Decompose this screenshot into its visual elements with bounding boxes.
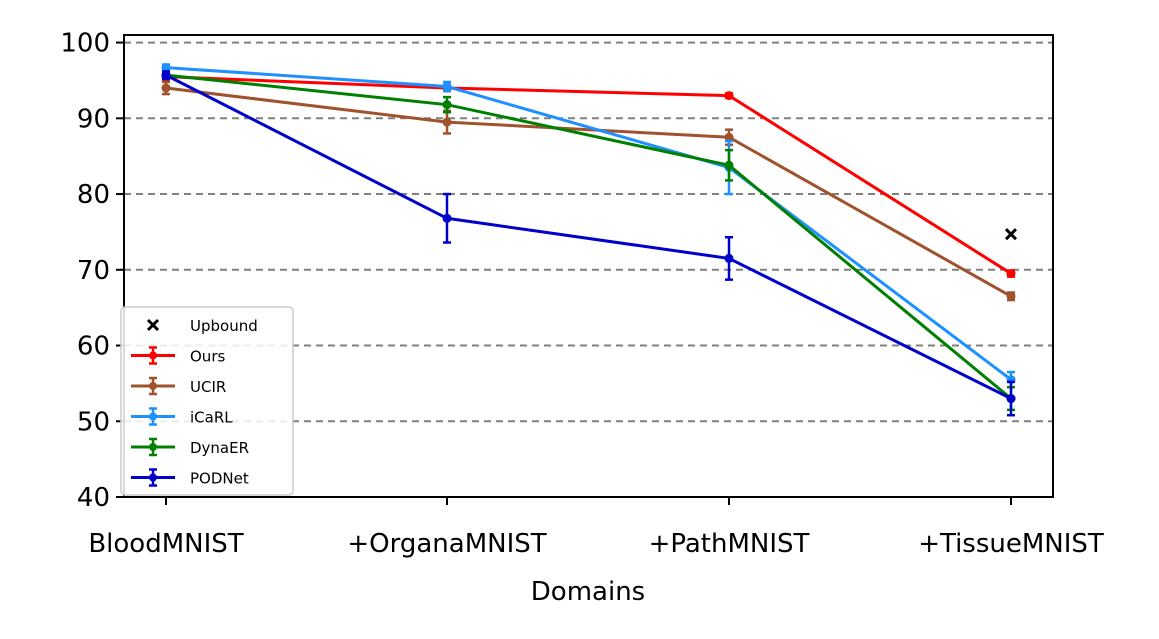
data-point — [442, 82, 452, 92]
series-ucir — [161, 80, 1016, 302]
legend-label: DynaER — [190, 439, 249, 457]
x-tick-label: +OrganaMNIST — [347, 529, 546, 559]
legend-label: PODNet — [190, 470, 249, 488]
upbound-marker — [1004, 228, 1018, 241]
series-line — [165, 66, 1012, 381]
legend-marker — [149, 412, 157, 421]
y-tick-label: 100 — [60, 29, 110, 59]
x-tick-label: BloodMNIST — [88, 529, 243, 559]
y-tick-label: 50 — [77, 407, 110, 437]
grid-lines — [124, 41, 1053, 423]
data-point — [442, 100, 452, 110]
data-point — [1006, 291, 1016, 301]
legend-marker — [149, 351, 157, 360]
legend-label: Upbound — [190, 317, 258, 335]
y-tick-label: 40 — [77, 483, 110, 513]
data-point — [724, 91, 734, 101]
legend-upbound-marker — [146, 318, 160, 332]
x-axis-label: Domains — [531, 577, 645, 607]
data-point — [724, 132, 734, 142]
data-point — [442, 117, 452, 127]
legend-swatch — [131, 376, 175, 396]
series-group — [161, 63, 1016, 417]
legend: Upbound Ours UCIR iCaRL DynaER PODNet — [120, 306, 294, 496]
legend-label: UCIR — [190, 378, 226, 396]
data-point — [724, 253, 734, 263]
legend-box — [120, 306, 294, 496]
y-tick-label: 90 — [77, 104, 110, 134]
x-axis-ticks: BloodMNIST +OrganaMNIST +PathMNIST +TissueM… — [88, 497, 1104, 559]
series-line — [165, 86, 1012, 298]
series-podnet — [161, 70, 1016, 417]
data-point — [161, 83, 171, 93]
series-line — [165, 75, 1012, 275]
legend-label: Ours — [190, 348, 225, 366]
plot-frame — [123, 34, 1054, 498]
data-point — [161, 70, 171, 80]
data-point — [442, 213, 452, 223]
legend-marker — [149, 443, 157, 451]
legend-label: iCaRL — [190, 409, 233, 427]
series-line — [165, 73, 1012, 400]
data-point — [1006, 269, 1016, 279]
legend-marker — [149, 382, 157, 390]
legend-marker — [149, 473, 157, 482]
x-tick-label: +TissueMNIST — [918, 529, 1104, 559]
y-tick-label: 60 — [77, 332, 110, 362]
legend-swatch — [131, 407, 175, 426]
series-line — [165, 73, 1012, 400]
y-tick-label: 70 — [77, 256, 110, 286]
data-point — [161, 63, 171, 73]
y-axis-ticks: 40 50 60 70 80 90 100 — [60, 29, 124, 513]
legend-swatch — [131, 437, 175, 457]
data-point — [1006, 394, 1016, 404]
legend-swatch — [131, 468, 175, 487]
upbound-group — [1004, 228, 1018, 241]
x-tick-label: +PathMNIST — [649, 529, 810, 559]
y-tick-label: 80 — [77, 180, 110, 210]
legend-swatch — [131, 346, 175, 365]
data-point — [724, 160, 734, 170]
